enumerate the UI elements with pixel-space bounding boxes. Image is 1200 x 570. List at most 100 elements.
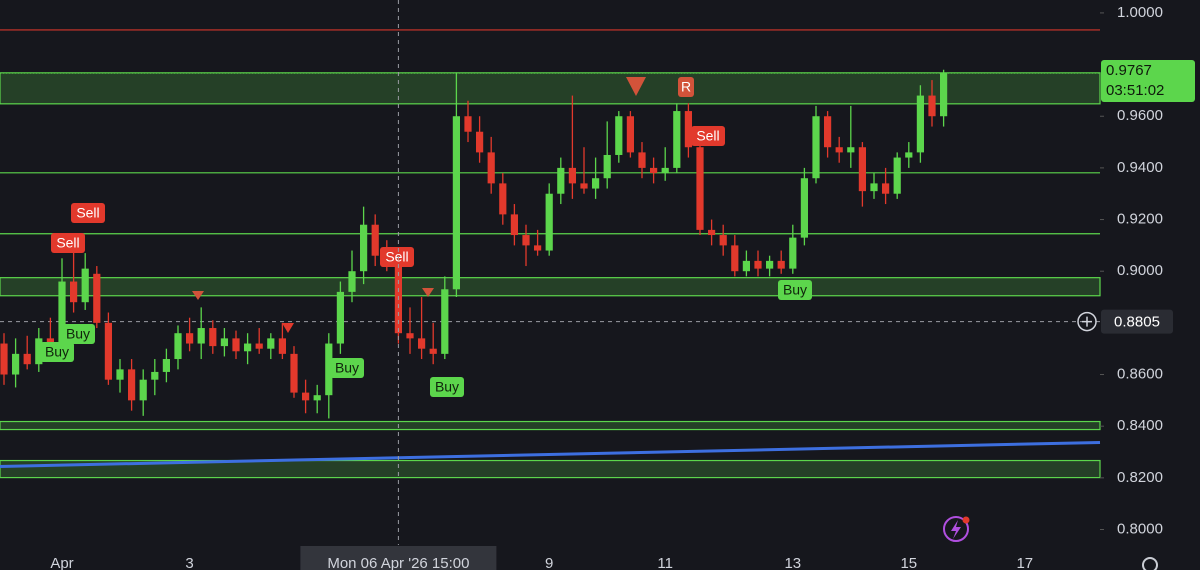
candle-body [905, 152, 913, 158]
signal-box [51, 233, 85, 253]
candle-body [719, 235, 727, 246]
signal-triangle [626, 77, 646, 96]
candle-body [232, 338, 240, 352]
candle-body [835, 147, 843, 153]
signal-triangle [282, 323, 294, 333]
candle-body [278, 338, 286, 354]
candle-body [290, 353, 298, 393]
signal-box [678, 77, 694, 97]
signal-box [61, 324, 95, 344]
x-tick-label: 13 [784, 555, 801, 570]
candle-body [940, 73, 948, 117]
candle-body [452, 116, 460, 290]
candle-body [592, 178, 600, 189]
candle-body [418, 338, 426, 349]
candle-body [174, 333, 182, 360]
x-tick-label: 9 [545, 555, 553, 570]
plot-area: Sell Sell Buy Buy Sell Buy Buy R Sell Buy [0, 29, 1101, 479]
candle-body [244, 343, 252, 352]
candle-body [70, 281, 78, 303]
candle-body [499, 183, 507, 215]
crosshair-add-button[interactable] [1077, 311, 1097, 332]
countdown-label: 03:51:02 [1106, 82, 1164, 99]
signal-label: Sell [56, 235, 79, 251]
signal-triangle [192, 291, 204, 300]
crosshair-price-label: 0.8805 [1114, 314, 1160, 331]
signal-triangle [422, 288, 434, 297]
last-price-box [1101, 60, 1195, 102]
signal-box [430, 377, 464, 397]
candle-body [197, 328, 205, 344]
signal-box [380, 247, 414, 267]
candle-body [23, 353, 31, 365]
x-tick-label: 3 [185, 555, 193, 570]
candle-body [870, 183, 878, 192]
signal-label: Sell [385, 249, 408, 265]
signal-label: Buy [45, 344, 69, 360]
y-tick-label: 0.8600 [1117, 365, 1163, 382]
candle-body [882, 183, 890, 194]
candle-body [812, 116, 820, 179]
candle-body [650, 167, 658, 174]
settings-icon[interactable] [1142, 557, 1158, 570]
candle-body [371, 224, 379, 256]
candle-body [893, 157, 901, 194]
candle-body [638, 152, 646, 168]
candle-body [615, 116, 623, 155]
signal-box [71, 203, 105, 223]
candle-body [916, 95, 924, 153]
candle-body [766, 260, 774, 269]
candle-body [441, 289, 449, 354]
candle-body [476, 131, 484, 153]
candle-body [128, 369, 136, 401]
alert-icon[interactable] [943, 516, 970, 542]
candle-body [139, 379, 147, 401]
candle-body [487, 152, 495, 184]
signal-box [691, 126, 725, 146]
candle-body [302, 392, 310, 401]
y-tick-label: 0.9200 [1117, 211, 1163, 228]
candle-body [928, 95, 936, 117]
y-tick-label: 0.8400 [1117, 417, 1163, 434]
candle-body [742, 260, 750, 272]
candle-body [708, 229, 716, 236]
candle-body [510, 214, 518, 236]
signal-label: Sell [76, 205, 99, 221]
candle-body [220, 338, 228, 347]
signal-label: Buy [335, 360, 359, 376]
candle-body [325, 343, 333, 396]
candle-body [754, 260, 762, 269]
candle-body [58, 281, 66, 349]
candle-body [464, 116, 472, 132]
zone [0, 420, 1101, 431]
y-tick-label: 0.8000 [1117, 520, 1163, 537]
candle-body [104, 322, 112, 380]
candle-body [186, 333, 194, 344]
signal-box [330, 358, 364, 378]
candle-body [568, 167, 576, 184]
candle-body [162, 359, 170, 372]
signal-label: Sell [696, 128, 719, 144]
candle-body [545, 193, 553, 251]
candle-body [858, 147, 866, 192]
trendline [0, 440, 1101, 468]
candle-body [255, 343, 263, 349]
y-tick-label: 0.9600 [1117, 107, 1163, 124]
signal-label: Buy [435, 379, 459, 395]
y-tick-label: 0.8200 [1117, 469, 1163, 486]
y-tick-label: 0.9000 [1117, 262, 1163, 279]
x-tick-label: Mon 06 Apr '26 15:00 [327, 555, 469, 570]
candle-body [116, 369, 124, 380]
candle-body [673, 111, 681, 168]
candle-body [777, 260, 785, 269]
candle-body [267, 338, 275, 349]
zone [0, 459, 1101, 479]
y-tick-label: 0.9400 [1117, 159, 1163, 176]
x-tick-label: Apr [50, 555, 73, 570]
signal-label: Buy [783, 282, 807, 298]
candle-body [580, 183, 588, 189]
signal-label: R [681, 79, 691, 95]
candle-body [151, 371, 159, 380]
crosshair-time-box [300, 546, 497, 570]
